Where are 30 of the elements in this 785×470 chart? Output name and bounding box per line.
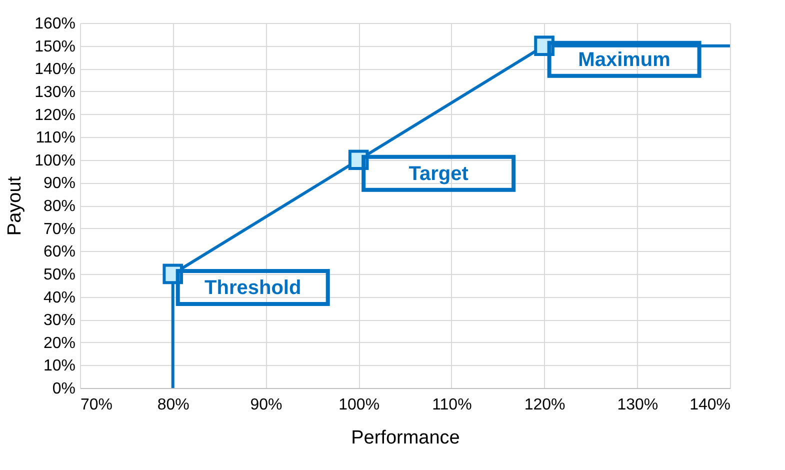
y-tick-label: 110% (36, 130, 76, 147)
y-tick-label: 40% (43, 289, 76, 306)
y-tick-label: 90% (43, 175, 76, 192)
y-tick-label: 0% (52, 380, 76, 398)
annotation: Target (408, 162, 469, 185)
y-tick-label: 160% (34, 16, 76, 32)
annotation: Maximum (578, 48, 670, 71)
y-axis-title: Payout (4, 176, 26, 236)
y-tick-label: 150% (34, 38, 76, 56)
x-tick-label: 70% (80, 396, 113, 414)
x-tick-label: 120% (524, 396, 566, 414)
y-tick-label: 130% (34, 84, 76, 101)
y-tick-label: 80% (43, 198, 76, 215)
x-tick-label: 90% (250, 396, 282, 414)
x-tick-label: 110% (432, 396, 472, 414)
x-tick-label: 130% (617, 396, 658, 414)
y-tick-label: 60% (43, 244, 76, 261)
y-tick-label: 10% (43, 358, 76, 375)
y-tick-label: 140% (34, 61, 76, 78)
x-tick-label: 80% (157, 396, 190, 414)
annotation: Threshold (204, 276, 302, 299)
y-tick-label: 30% (43, 312, 76, 330)
x-tick-label: 100% (338, 396, 380, 414)
y-tick-label: 20% (43, 334, 76, 352)
x-axis-title: Performance (351, 428, 460, 448)
y-tick-label: 120% (34, 106, 76, 124)
x-tick-label: 140% (690, 396, 730, 414)
y-tick-label: 50% (43, 266, 76, 284)
y-tick-label: 70% (43, 220, 76, 238)
y-tick-label: 100% (34, 152, 76, 170)
